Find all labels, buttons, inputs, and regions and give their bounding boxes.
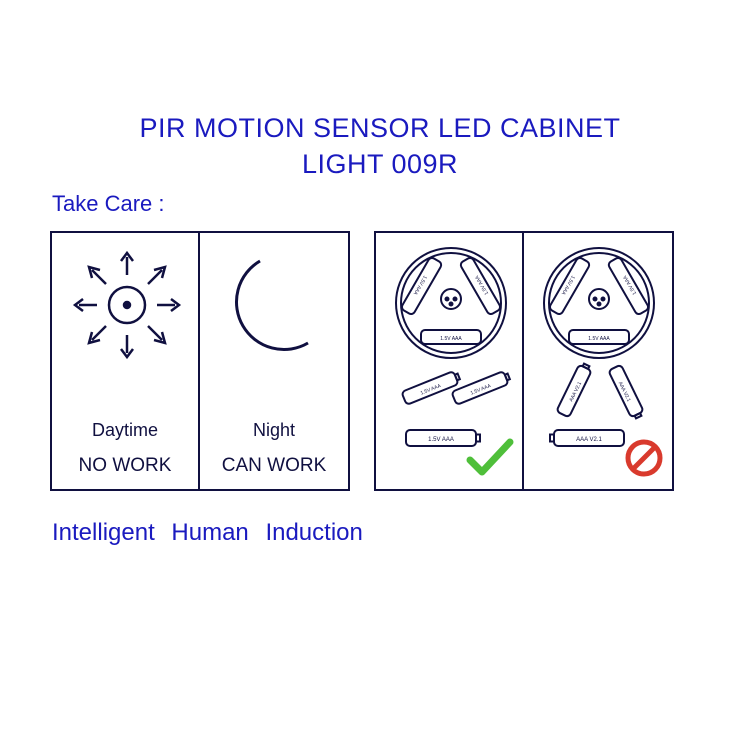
moon-icon <box>200 233 348 383</box>
day-label: Daytime NO WORK <box>52 420 198 477</box>
night-line1: Night <box>200 420 348 441</box>
panel-row: Daytime NO WORK Night CAN WORK <box>50 231 710 491</box>
night-line2: CAN WORK <box>200 455 348 477</box>
day-line2: NO WORK <box>52 455 198 477</box>
day-night-pair: Daytime NO WORK Night CAN WORK <box>50 231 350 491</box>
prohibit-icon <box>624 438 664 483</box>
svg-text:1.5V AAA: 1.5V AAA <box>588 336 610 342</box>
title-line-1: PIR MOTION SENSOR LED CABINET <box>139 113 620 143</box>
day-panel: Daytime NO WORK <box>50 231 200 491</box>
battery-wrong-panel: 1.5V AAA 1.5V AAA 1.5V AAA <box>524 231 674 491</box>
diagram-canvas: PIR MOTION SENSOR LED CABINET LIGHT 009R… <box>50 110 710 547</box>
subtitle: Take Care : <box>52 191 710 217</box>
svg-text:1.5V AAA: 1.5V AAA <box>428 437 454 443</box>
battery-correct-panel: 1.5V AAA 1.5V AAA 1.5V AAA <box>374 231 524 491</box>
main-title: PIR MOTION SENSOR LED CABINET LIGHT 009R <box>50 110 710 183</box>
night-panel: Night CAN WORK <box>200 231 350 491</box>
title-line-2: LIGHT 009R <box>302 149 458 179</box>
svg-text:1.5V AAA: 1.5V AAA <box>440 336 462 342</box>
check-icon <box>466 438 514 483</box>
battery-pair: 1.5V AAA 1.5V AAA 1.5V AAA <box>374 231 674 491</box>
footer-text: Intelligent Human Induction <box>52 519 710 547</box>
svg-text:AAA V2.1: AAA V2.1 <box>576 437 602 443</box>
night-label: Night CAN WORK <box>200 420 348 477</box>
sun-icon <box>52 233 198 383</box>
day-line1: Daytime <box>52 420 198 441</box>
